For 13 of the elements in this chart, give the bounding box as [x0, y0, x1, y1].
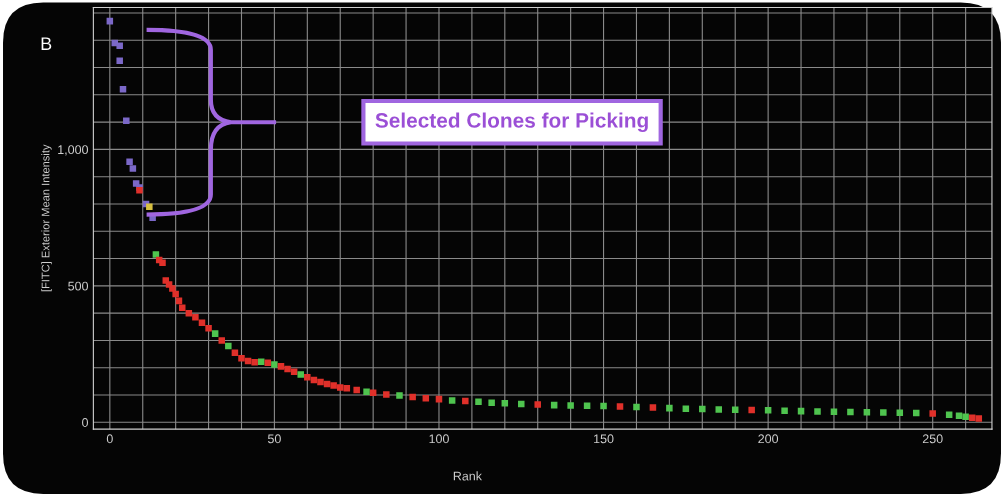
x-tick-label: 150 [594, 434, 614, 444]
x-tick-label: 200 [758, 434, 779, 444]
annotation: Selected Clones for Picking [375, 112, 648, 133]
x-tick-label: 50 [267, 434, 281, 444]
x-axis-title: Rank [453, 471, 482, 481]
y-tick-label: 0 [82, 418, 89, 427]
text: B [41, 37, 52, 50]
y-tick-label: 500 [68, 281, 89, 291]
x-tick-label: 100 [429, 434, 449, 444]
y-axis-title: [FITC] Exterior Mean Intensity [41, 144, 52, 292]
x-tick-label: 0 [106, 434, 113, 444]
y-tick-label: 1,000 [58, 145, 89, 156]
x-tick-label: 250 [922, 434, 943, 444]
